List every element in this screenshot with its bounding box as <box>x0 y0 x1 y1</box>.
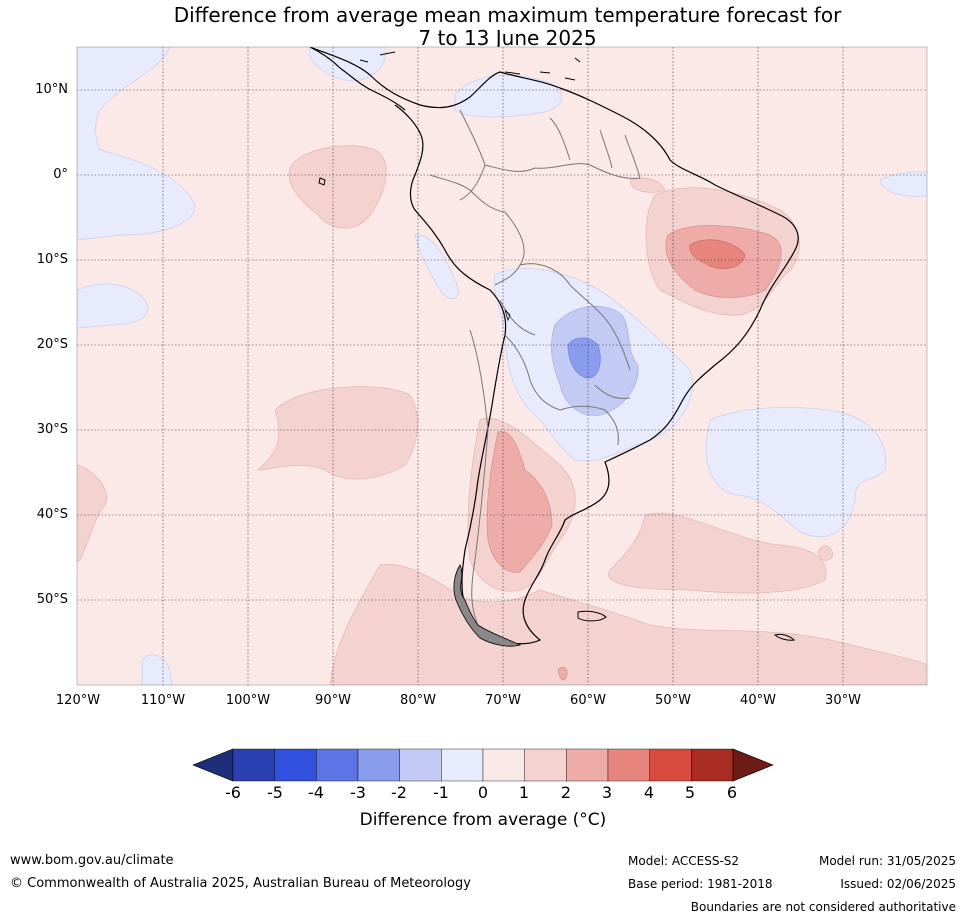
colorbar-tick: -4 <box>308 783 324 802</box>
warm-area-pacific-n <box>288 145 387 229</box>
lon-label-110w: 110°W <box>140 693 186 708</box>
warm-area-south-atlantic <box>608 512 827 594</box>
lat-label-30s: 30°S <box>36 422 68 437</box>
colorbar-segment <box>566 748 609 782</box>
map-title-line1: Difference from average mean maximum tem… <box>173 3 842 27</box>
lon-label-70w: 70°W <box>485 693 521 708</box>
country-borders <box>429 109 641 631</box>
lat-label-0: 0° <box>53 167 68 182</box>
lon-label-120w: 120°W <box>55 693 101 708</box>
colorbar-extend-high <box>732 748 774 782</box>
lon-label-30w: 30°W <box>825 693 861 708</box>
colorbar-segment <box>274 748 317 782</box>
cool-area-w <box>77 283 149 329</box>
lat-label-10s: 10°S <box>36 252 68 267</box>
lon-label-60w: 60°W <box>570 693 606 708</box>
colorbar-tick: 6 <box>726 783 738 802</box>
lat-label-50s: 50°S <box>36 592 68 607</box>
central-america-coastline <box>309 47 406 111</box>
colorbar <box>192 748 774 782</box>
colorbar-segment <box>482 748 525 782</box>
lon-label-80w: 80°W <box>400 693 436 708</box>
lon-label-40w: 40°W <box>740 693 776 708</box>
lon-label-50w: 50°W <box>655 693 691 708</box>
colorbar-tick: 5 <box>684 783 696 802</box>
colorbar-tick: -6 <box>225 783 241 802</box>
warmer-area-argentina <box>486 431 553 573</box>
footer-website: www.bom.gov.au/climate <box>10 853 174 868</box>
south-georgia <box>773 633 796 641</box>
footer-disclaimer: Boundaries are not considered authoritat… <box>690 900 956 914</box>
colorbar-segment <box>607 748 650 782</box>
colorbar-tick: 1 <box>518 783 530 802</box>
cool-area-sw <box>141 654 173 685</box>
cool-area-nw <box>77 47 196 241</box>
cool-area-peru <box>414 234 459 300</box>
colorbar-label: Difference from average (°C) <box>359 810 607 830</box>
footer-model-run: Model run: 31/05/2025 <box>818 854 956 868</box>
lat-label-40s: 40°S <box>36 507 68 522</box>
falkland-islands <box>577 610 607 622</box>
footer-issued: Issued: 02/06/2025 <box>840 877 956 891</box>
colorbar-segment <box>691 748 734 782</box>
colorbar-tick: -5 <box>267 783 283 802</box>
footer-model: Model: ACCESS-S2 <box>628 854 740 868</box>
lon-label-100w: 100°W <box>225 693 271 708</box>
colorbar-tick: -1 <box>433 783 449 802</box>
colorbar-tick: 3 <box>601 783 613 802</box>
map-frame <box>76 46 928 686</box>
caribbean-islands <box>359 51 581 81</box>
warmer-area-small <box>557 666 568 681</box>
warm-area-small-e <box>817 545 834 561</box>
titicaca-lake <box>504 309 511 322</box>
warm-area-pacific-mid <box>257 386 418 480</box>
lat-label-10n: 10°N <box>35 82 68 97</box>
warm-area-south <box>329 564 927 685</box>
colorbar-tick: 4 <box>643 783 655 802</box>
colorbar-segment <box>232 748 275 782</box>
colorbar-segment <box>357 748 400 782</box>
colorbar-tick: -2 <box>391 783 407 802</box>
colorbar-tick: 2 <box>560 783 572 802</box>
colorbar-segment <box>649 748 692 782</box>
colorbar-segment <box>441 748 484 782</box>
map-title: Difference from average mean maximum tem… <box>0 4 965 50</box>
warm-area-pacific-w <box>77 464 107 563</box>
south-america-coastline <box>309 47 799 645</box>
tierra-del-fuego-islands <box>453 564 522 647</box>
map-field <box>77 47 927 685</box>
warm-core-brazil <box>689 239 746 269</box>
colorbar-tick: 0 <box>477 783 489 802</box>
cool-area-e <box>879 171 927 197</box>
lon-label-90w: 90°W <box>315 693 351 708</box>
map-title-line2: 7 to 13 June 2025 <box>418 26 597 50</box>
galapagos-islands <box>318 177 326 186</box>
cool-area-atlantic <box>705 407 887 537</box>
warm-area-amazon <box>629 177 666 193</box>
footer-copyright: © Commonwealth of Australia 2025, Austra… <box>10 876 471 891</box>
gridlines <box>77 47 927 685</box>
colorbar-segment <box>316 748 359 782</box>
colorbar-segment <box>524 748 567 782</box>
colorbar-tick: -3 <box>350 783 366 802</box>
colorbar-extend-low <box>192 748 234 782</box>
lat-label-20s: 20°S <box>36 337 68 352</box>
colder-core <box>567 337 601 379</box>
colorbar-segment <box>399 748 442 782</box>
footer-base-period: Base period: 1981-2018 <box>628 877 773 891</box>
